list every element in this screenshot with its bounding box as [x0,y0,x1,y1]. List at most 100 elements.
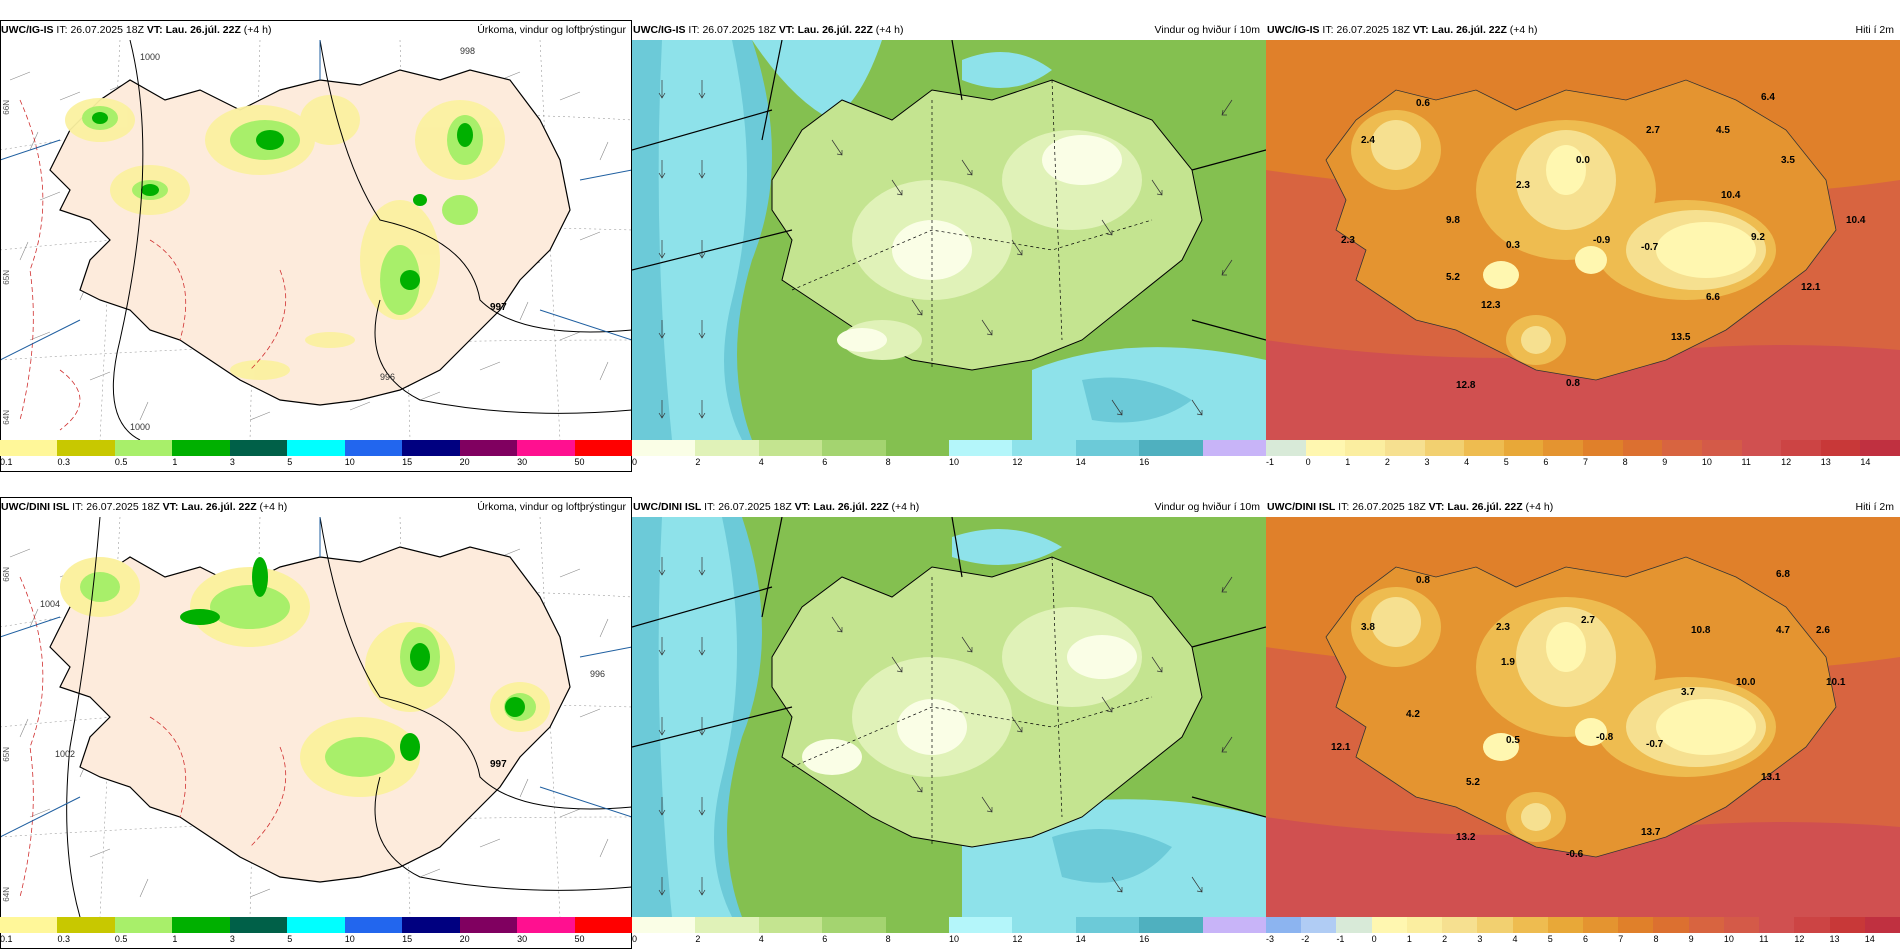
colorbar-tick: 2 [695,934,701,944]
temperature-value: 2.6 [1816,625,1830,636]
colorbar-swatch [1345,440,1385,456]
temperature-value: 3.5 [1781,155,1795,166]
temperature-value: 10.4 [1721,190,1741,201]
colorbar-tick: 0 [632,457,638,467]
colorbar-swatch [1266,440,1306,456]
colorbar-tick: 20 [459,934,470,944]
colorbar-tick: -1 [1336,934,1345,944]
panel-header: UWC/DINI ISL IT: 26.07.2025 18Z VT: Lau.… [632,497,1266,517]
colorbar-swatch [1371,917,1407,933]
it-label: IT: [688,24,700,36]
colorbar-swatch [1688,917,1724,933]
colorbar-swatch [402,440,460,456]
colorbar-swatch [632,917,696,933]
colorbar-tick: 7 [1618,934,1624,944]
colorbar-swatch [695,440,759,456]
colorbar-swatch [1820,440,1861,456]
temperature-labels: 0.8 6.8 3.8 2.3 2.7 10.8 4.7 2.6 1.9 10.0 10.1 3.7 4… [1266,517,1900,917]
colorbar-tick: -3 [1266,934,1275,944]
colorbar-swatch [1384,440,1425,456]
colorbar-tick: 0.5 [114,934,128,944]
colorbar-tick: 10 [949,934,960,944]
colorbar-tick: 10 [949,457,960,467]
temperature-value: 10.4 [1846,215,1866,226]
temperature-value: 12.1 [1331,742,1351,753]
colorbar: 0 2 4 6 8 10 12 14 16 [632,917,1267,945]
colorbar-tick: 50 [574,934,585,944]
colorbar-swatch [1477,917,1513,933]
colorbar-tick: 12 [1012,457,1023,467]
colorbar-swatch [1301,917,1337,933]
vt-value: Lau. 26.júl. 22Z [813,501,889,513]
colorbar-tick: 8 [885,934,891,944]
lead-time: (+4 h) [1509,24,1538,36]
colorbar-tick: 14 [1860,457,1871,467]
colorbar-swatch [1202,917,1267,933]
it-label: IT: [56,24,68,36]
colorbar-tick: 4 [1512,934,1518,944]
colorbar-tick: 5 [287,457,293,467]
colorbar-tick: 30 [517,457,528,467]
colorbar-tick: 7 [1583,457,1589,467]
colorbar-tick: 0 [1305,457,1311,467]
colorbar-swatch [1442,917,1478,933]
wind-map [632,517,1266,917]
colorbar-swatch [1653,917,1689,933]
colorbar: 0.1 0.3 0.5 1 3 5 10 15 20 30 50 [0,917,632,945]
colorbar-swatch [1701,440,1742,456]
colorbar-swatch [1012,440,1076,456]
colorbar-swatch [344,440,403,456]
colorbar-tick: 0 [1371,934,1377,944]
lead-time: (+4 h) [243,24,272,36]
colorbar-tick: 10 [1701,457,1712,467]
temperature-labels: 0.6 6.4 2.4 2.7 4.5 0.0 3.5 2.3 10.4 9.8 10.4 2.3 -0… [1266,40,1900,440]
panel-header: UWC/DINI ISL IT: 26.07.2025 18Z VT: Lau.… [1266,497,1900,517]
colorbar-tick: 11 [1759,934,1769,944]
temperature-value: 0.3 [1506,240,1520,251]
colorbar-swatch [402,917,460,933]
vt-value: Lau. 26.júl. 22Z [165,24,241,36]
colorbar-swatch [1406,917,1443,933]
panel-title: Vindur og hviður í 10m [1154,501,1260,513]
colorbar-swatch [822,440,886,456]
model-name: UWC/IG-IS [1267,24,1320,36]
colorbar-tick: 3 [229,934,235,944]
temperature-value: 4.2 [1406,709,1420,720]
lat-label: 66N [2,567,11,582]
colorbar-swatch [57,440,115,456]
temperature-value: 10.8 [1691,625,1711,636]
temperature-value: 0.0 [1576,155,1590,166]
colorbar-swatch [1781,440,1821,456]
colorbar-swatch [1305,440,1346,456]
colorbar-tick: 1 [1345,457,1351,467]
temperature-value: 0.8 [1566,378,1580,389]
pressure-label: 1000 [140,52,160,62]
colorbar-tick: 5 [1547,934,1553,944]
colorbar-tick: 14 [1075,457,1086,467]
temperature-value: 3.8 [1361,622,1375,633]
colorbar-tick: 50 [574,457,585,467]
colorbar-swatch [459,917,518,933]
colorbar-swatch [632,440,696,456]
lead-time: (+4 h) [891,501,920,513]
colorbar-swatch [1860,440,1900,456]
colorbar-swatch [1012,917,1076,933]
colorbar-tick: 3 [1424,457,1430,467]
colorbar-tick: 13 [1829,934,1840,944]
temperature-value: -0.9 [1593,235,1611,246]
temperature-value: 9.2 [1751,232,1765,243]
model-name: UWC/DINI ISL [1267,501,1336,513]
colorbar-swatches [0,917,632,933]
colorbar-tick: 13 [1820,457,1831,467]
panel-title: Úrkoma, vindur og loftþrýstingur [477,501,626,513]
pressure-label: 996 [590,669,605,679]
temperature-value: 2.4 [1361,135,1375,146]
temperature-value: 10.0 [1736,677,1756,688]
lat-label: 65N [2,270,11,285]
colorbar-swatch [758,917,823,933]
colorbar-tick: 0.1 [0,934,13,944]
colorbar-swatch [695,917,759,933]
temperature-value: 6.8 [1776,569,1790,580]
colorbar-ticks: -3 -2 -1 0 1 2 3 4 5 6 7 8 9 10 11 12 13 14 [1266,934,1900,945]
colorbar: 0 2 4 6 8 10 12 14 16 [632,440,1267,468]
